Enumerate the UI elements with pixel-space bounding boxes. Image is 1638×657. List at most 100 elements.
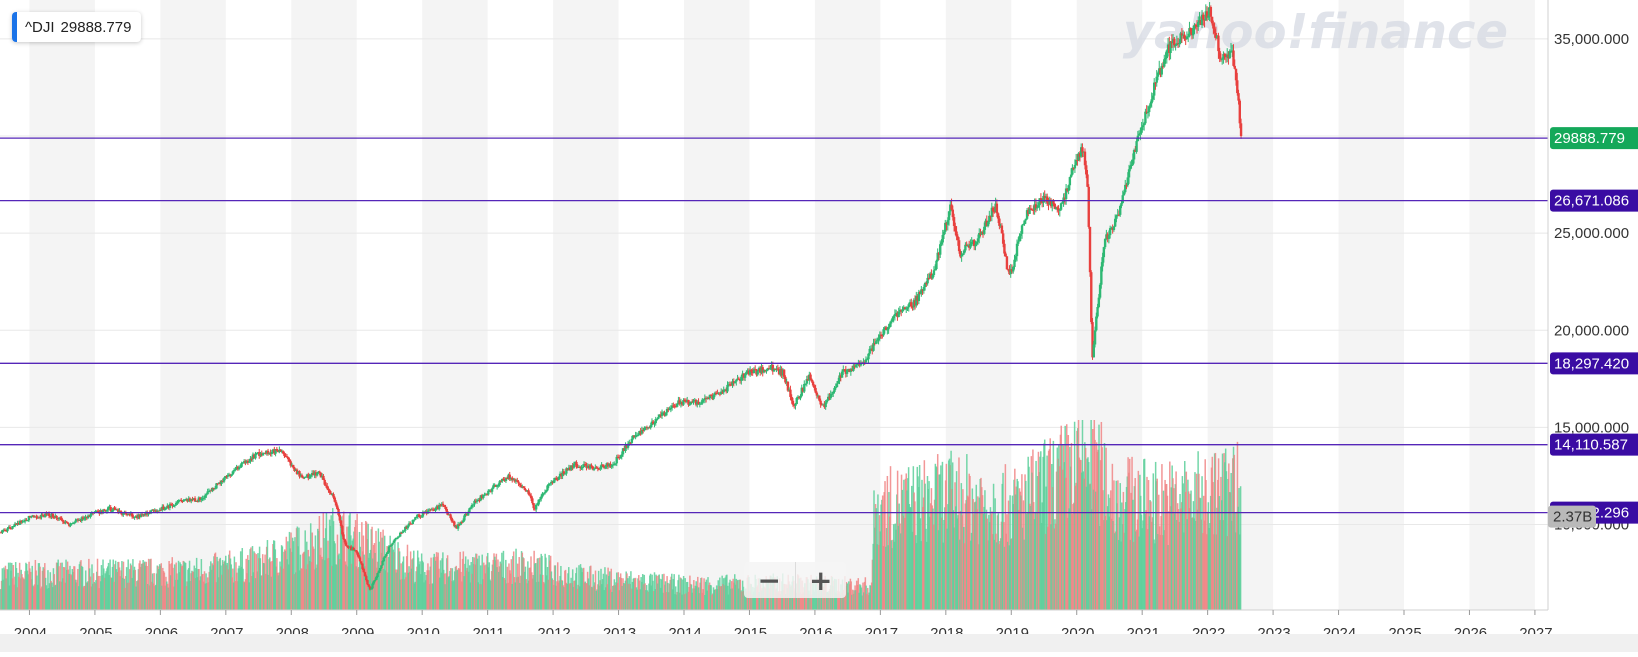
volume-bar xyxy=(852,593,855,610)
candle-body xyxy=(322,475,325,480)
volume-bar xyxy=(14,562,17,610)
volume-bar xyxy=(1151,517,1154,610)
candle-body xyxy=(294,469,297,471)
volume-bar xyxy=(1227,478,1229,610)
volume-bar xyxy=(860,587,863,610)
volume-bar xyxy=(1125,502,1127,610)
candle-body xyxy=(459,521,462,526)
candle-body xyxy=(28,515,32,518)
candle-body xyxy=(191,499,194,501)
volume-bar xyxy=(345,564,347,610)
volume-bar xyxy=(1058,466,1061,610)
volume-bar xyxy=(1030,456,1033,610)
candle-body xyxy=(458,524,461,526)
volume-bar xyxy=(226,562,229,610)
candle-body xyxy=(814,387,817,393)
volume-bar xyxy=(1218,496,1221,610)
volume-bar xyxy=(73,566,75,610)
volume-bar xyxy=(213,553,216,610)
volume-bar xyxy=(171,557,174,610)
volume-bar xyxy=(959,539,961,610)
year-band xyxy=(1469,0,1535,610)
candle-body xyxy=(1064,188,1068,199)
volume-bar xyxy=(129,569,131,610)
candle-body xyxy=(864,359,868,363)
candle-body xyxy=(631,435,635,439)
volume-bar xyxy=(127,559,129,610)
volume-bar xyxy=(346,526,348,610)
zoom-in-button[interactable]: + xyxy=(794,562,847,598)
volume-bar xyxy=(927,488,930,610)
candle-body xyxy=(79,519,82,521)
candle-body xyxy=(795,397,798,404)
candle-body xyxy=(512,479,515,481)
volume-bar xyxy=(451,568,454,610)
candle-body xyxy=(878,334,882,339)
volume-bar xyxy=(1204,459,1206,610)
candle-body xyxy=(20,520,23,523)
volume-bar xyxy=(915,543,918,610)
volume-bar xyxy=(198,568,200,610)
volume-bar xyxy=(53,574,55,610)
candle-body xyxy=(220,480,223,484)
volume-bar xyxy=(538,581,540,610)
volume-bar xyxy=(1123,532,1125,610)
candle-body xyxy=(849,369,853,372)
volume-bar xyxy=(390,544,392,610)
volume-bar xyxy=(967,497,970,610)
volume-bar xyxy=(732,578,734,610)
candle-body xyxy=(80,517,83,521)
candle-body xyxy=(927,277,931,279)
candle-body xyxy=(930,273,933,279)
volume-bar xyxy=(44,563,46,610)
candle-body xyxy=(1159,68,1162,75)
volume-bar xyxy=(850,581,852,610)
volume-bar xyxy=(589,566,591,610)
volume-bar xyxy=(244,579,247,610)
volume-bar xyxy=(475,553,477,610)
volume-bar xyxy=(117,561,119,610)
volume-bar xyxy=(509,573,512,610)
volume-bar xyxy=(988,514,990,610)
volume-bar xyxy=(260,575,262,610)
volume-bar xyxy=(1213,534,1215,610)
volume-bar xyxy=(478,555,480,610)
zoom-out-button[interactable]: − xyxy=(757,563,781,597)
candle-body xyxy=(260,453,263,456)
candle-body xyxy=(563,473,567,475)
volume-bar xyxy=(1137,470,1140,610)
candle-body xyxy=(10,528,13,530)
volume-bar xyxy=(1147,529,1149,610)
volume-bar xyxy=(241,548,244,610)
candle-body xyxy=(663,412,666,416)
candle-body xyxy=(689,401,693,405)
volume-bar xyxy=(317,530,320,610)
candle-body xyxy=(140,514,144,516)
volume-bar xyxy=(1143,458,1146,610)
volume-bar xyxy=(931,505,933,610)
candle-body xyxy=(1198,20,1201,23)
volume-bar xyxy=(1,568,4,610)
candle-body xyxy=(352,547,355,551)
candle-body xyxy=(362,568,365,573)
candle-body xyxy=(122,513,125,515)
volume-bar xyxy=(123,578,126,610)
candle-body xyxy=(771,364,775,372)
candle-body xyxy=(819,400,822,405)
volume-bar xyxy=(47,588,50,610)
candle-body xyxy=(675,403,679,407)
volume-bar xyxy=(1153,539,1155,610)
grid-lines xyxy=(0,38,1548,526)
candle-body xyxy=(714,392,718,394)
volume-bar xyxy=(918,465,921,610)
volume-bar xyxy=(510,559,513,610)
candle-body xyxy=(358,557,362,562)
volume-bar xyxy=(1231,520,1233,610)
volume-bar xyxy=(941,461,944,610)
volume-bar xyxy=(605,574,608,610)
volume-bar xyxy=(418,564,421,610)
volume-bar xyxy=(731,588,734,610)
volume-bar xyxy=(982,513,985,610)
